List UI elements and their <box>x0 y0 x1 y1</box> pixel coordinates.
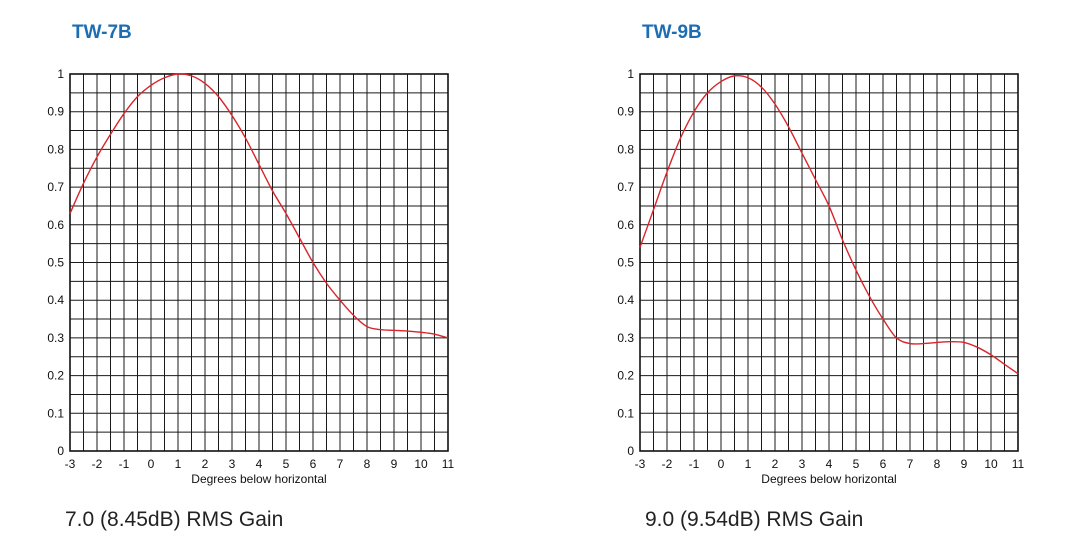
x-tick-label: 4 <box>256 457 263 471</box>
x-tick-label: 5 <box>853 457 860 471</box>
x-tick-label: 2 <box>202 457 209 471</box>
chart-title: TW-9B <box>642 22 702 43</box>
y-tick-label: 0.9 <box>617 105 634 119</box>
chart-tw7b: 0 0.1 0.2 0.3 0.4 0.5 0.6 0.7 0.8 0.9 1 -3 -2 -1 0 1 2 3 4… <box>47 67 455 486</box>
x-tick-label: 3 <box>799 457 806 471</box>
x-tick-label: -1 <box>689 457 700 471</box>
y-tick-label: 0.2 <box>617 369 634 383</box>
x-tick-label: -2 <box>662 457 673 471</box>
y-tick-label: 0.7 <box>617 180 634 194</box>
x-tick-label: 7 <box>907 457 914 471</box>
y-tick-label: 0.2 <box>47 369 64 383</box>
x-tick-label: 1 <box>745 457 752 471</box>
y-tick-label: 1 <box>57 67 64 81</box>
y-tick-label: 0.8 <box>47 142 64 156</box>
x-tick-label: -2 <box>92 457 103 471</box>
x-tick-label: -3 <box>65 457 76 471</box>
chart-caption: 7.0 (8.45dB) RMS Gain <box>65 508 284 531</box>
series-line <box>639 74 1019 375</box>
y-tick-label: 0.5 <box>617 256 634 270</box>
y-tick-label: 0.4 <box>47 293 64 307</box>
x-tick-label: 8 <box>364 457 371 471</box>
x-tick-label: 0 <box>718 457 725 471</box>
y-tick-label: 0.1 <box>617 406 634 420</box>
y-tick-label: 0.5 <box>47 256 64 270</box>
x-tick-label: 11 <box>1012 457 1025 471</box>
x-axis-label: Degrees below horizontal <box>191 472 326 486</box>
x-tick-label: 6 <box>880 457 887 471</box>
y-tick-label: 0.3 <box>617 331 634 345</box>
chart-caption: 9.0 (9.54dB) RMS Gain <box>645 508 864 531</box>
y-tick-label: 0.8 <box>617 142 634 156</box>
x-tick-label: 1 <box>175 457 182 471</box>
x-tick-label: 9 <box>391 457 398 471</box>
y-tick-label: 0 <box>57 444 64 458</box>
x-tick-label: 4 <box>826 457 833 471</box>
x-tick-label: 2 <box>772 457 779 471</box>
x-tick-label: 6 <box>310 457 317 471</box>
y-tick-label: 0.7 <box>47 180 64 194</box>
y-tick-label: 0.9 <box>47 105 64 119</box>
y-tick-label: 0.4 <box>617 293 634 307</box>
x-tick-label: 11 <box>442 457 455 471</box>
series-line <box>69 73 449 339</box>
x-tick-label: 7 <box>337 457 344 471</box>
y-tick-label: 0.3 <box>47 331 64 345</box>
grid <box>69 73 449 452</box>
x-tick-label: 10 <box>984 457 998 471</box>
x-tick-label: 3 <box>229 457 236 471</box>
plot-frame <box>69 73 449 452</box>
y-tick-label: 0.6 <box>617 218 634 232</box>
plot-frame <box>639 73 1019 452</box>
grid <box>639 73 1019 452</box>
x-tick-label: 5 <box>283 457 290 471</box>
chart-tw9b: 0 0.1 0.2 0.3 0.4 0.5 0.6 0.7 0.8 0.9 1 -3 -2 -1 0 1 2 3 4… <box>617 67 1025 486</box>
x-tick-label: -1 <box>119 457 130 471</box>
x-tick-label: 8 <box>934 457 941 471</box>
y-tick-label: 0.1 <box>47 406 64 420</box>
x-tick-label: 0 <box>148 457 155 471</box>
x-tick-label: 9 <box>961 457 968 471</box>
y-tick-label: 0 <box>627 444 634 458</box>
chart-panel-tw9b: TW-9B 0 0.1 0.2 0.3 0.4 0.5 0.6 0.7 0.8 0.9 1 -3 -2 -… <box>570 0 1069 555</box>
y-tick-label: 0.6 <box>47 218 64 232</box>
chart-title: TW-7B <box>72 22 132 43</box>
y-tick-label: 1 <box>627 67 634 81</box>
x-axis-label: Degrees below horizontal <box>761 472 896 486</box>
x-tick-label: 10 <box>414 457 428 471</box>
chart-panel-tw7b: TW-7B 0 0.1 0.2 0.3 0.4 0.5 0.6 0.7 0.8 0.9 1 -3 -2 -… <box>0 0 534 555</box>
x-tick-label: -3 <box>635 457 646 471</box>
